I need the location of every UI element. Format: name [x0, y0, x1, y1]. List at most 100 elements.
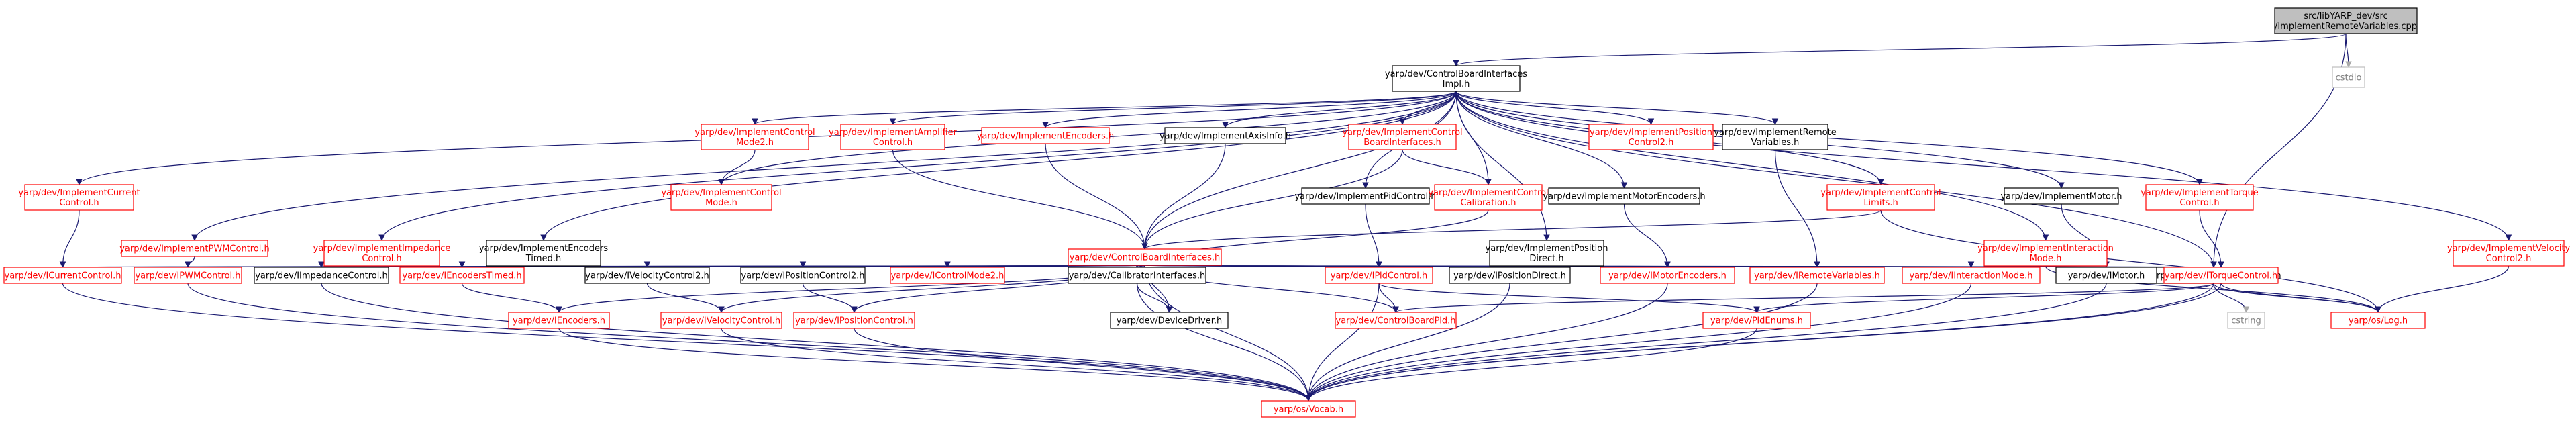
- node-label: yarp/dev/ImplementPidControl.h: [1294, 192, 1436, 202]
- node-label: Control.h: [873, 138, 913, 148]
- edge-IImp-to-Vocab: [321, 283, 1312, 402]
- edge-cbii-to-cbh: [1455, 91, 2217, 268]
- edge-cbii-to-ivel2: [1455, 91, 2512, 241]
- node-calibrator-interfaces[interactable]: yarp/dev/CalibratorInterfaces.h: [1068, 267, 1206, 284]
- node-i-position-control2[interactable]: yarp/dev/IPositionControl2.h: [740, 267, 866, 284]
- edge-cbh-to-CBPid: [1392, 283, 2214, 313]
- node-i-motor-encoders[interactable]: yarp/dev/IMotorEncoders.h: [1600, 267, 1735, 284]
- node-label: yarp/dev/ImplementRemote: [1714, 128, 1836, 138]
- edge-imenc-to-IMEnc: [1623, 203, 1671, 268]
- edge-cbii-to-ipwm: [191, 91, 1457, 241]
- node-i-remote-variables[interactable]: yarp/dev/IRemoteVariables.h: [1749, 267, 1885, 284]
- node-label: Mode.h: [2030, 254, 2062, 264]
- edge-root-to-cbh: [2210, 33, 2347, 268]
- node-i-control-mode2[interactable]: yarp/dev/IControlMode2.h: [890, 267, 1005, 284]
- node-label: Control.h: [2179, 198, 2219, 208]
- node-label: yarp/dev/IPositionControl2.h: [741, 271, 864, 281]
- node-i-position-direct[interactable]: yarp/dev/IPositionDirect.h: [1449, 267, 1571, 284]
- node-log[interactable]: yarp/os/Log.h: [2330, 312, 2426, 329]
- node-i-motor[interactable]: yarp/dev/IMotor.h: [2055, 267, 2157, 284]
- node-implement-motor[interactable]: yarp/dev/ImplementMotor.h: [2000, 187, 2122, 205]
- node-label: Mode2.h: [736, 138, 774, 148]
- edge-root-to-cbii: [1453, 33, 2347, 66]
- node-label: yarp/dev/IVelocityControl2.h: [585, 271, 709, 281]
- node-implement-axis-info[interactable]: yarp/dev/ImplementAxisInfo.h: [1160, 127, 1291, 144]
- edge-ivel2-to-Log: [2375, 265, 2510, 313]
- edge-cbii-to-iamp: [889, 91, 1457, 125]
- node-implement-motor-encoders[interactable]: yarp/dev/ImplementMotorEncoders.h: [1543, 187, 1706, 205]
- edge-icur-to-ICur: [59, 209, 80, 268]
- node-vocab[interactable]: yarp/os/Vocab.h: [1261, 400, 1356, 418]
- node-label: yarp/dev/IImpedanceControl.h: [255, 271, 388, 281]
- edge-IEnc-to-Vocab: [558, 328, 1312, 402]
- node-cstdio: cstdio: [2332, 66, 2365, 88]
- node-implement-remote-variables[interactable]: yarp/dev/ImplementRemoteVariables.h: [1714, 124, 1837, 150]
- node-implement-control-board-interfaces[interactable]: yarp/dev/ImplementControlBoardInterfaces…: [1342, 124, 1463, 150]
- edge-PidE-to-Vocab: [1305, 328, 1757, 402]
- node-control-board-interfaces[interactable]: yarp/dev/ControlBoardInterfaces.h: [1068, 248, 1222, 266]
- node-label: yarp/dev/ImplementMotor.h: [2000, 192, 2122, 202]
- edge-root-to-cstdio: [2345, 33, 2352, 68]
- edge-iamp-to-cbi: [892, 149, 1148, 250]
- node-label: yarp/dev/ImplementVelocity: [2447, 244, 2571, 254]
- node-implement-pid-control[interactable]: yarp/dev/ImplementPidControl.h: [1294, 187, 1437, 205]
- node-label: yarp/dev/DeviceDriver.h: [1117, 316, 1223, 326]
- node-i-encoders-timed[interactable]: yarp/dev/IEncodersTimed.h: [399, 267, 525, 284]
- node-label: yarp/dev/ImplementEncoders: [479, 244, 608, 254]
- edge-cbii-to-ipos2: [1455, 91, 1655, 125]
- node-label: Mode.h: [705, 198, 737, 208]
- node-label: Timed.h: [525, 254, 561, 264]
- node-label: yarp/dev/ImplementControl: [661, 188, 781, 198]
- edge-IMot-to-Vocab: [1305, 283, 2107, 402]
- node-pid-enums[interactable]: yarp/dev/PidEnums.h: [1702, 312, 1811, 329]
- edge-IPid-to-Vocab: [1305, 283, 1380, 402]
- edge-icbi-to-cbi: [1141, 149, 1403, 250]
- node-control-board-pid[interactable]: yarp/dev/ControlBoardPid.h: [1335, 312, 1457, 329]
- edge-CalI-to-Vocab: [1136, 283, 1312, 402]
- node-label: yarp/dev/IMotorEncoders.h: [1608, 271, 1727, 281]
- node-label: yarp/dev/IEncoders.h: [513, 316, 605, 326]
- node-i-velocity-control[interactable]: yarp/dev/IVelocityControl.h: [660, 312, 782, 329]
- node-i-pwm-control[interactable]: yarp/dev/IPWMControl.h: [134, 267, 242, 284]
- node-label: yarp/dev/IPWMControl.h: [135, 271, 240, 281]
- edge-IVel-to-Vocab: [721, 328, 1312, 402]
- node-i-interaction-mode[interactable]: yarp/dev/IInteractionMode.h: [1902, 267, 2041, 284]
- node-i-position-control[interactable]: yarp/dev/IPositionControl.h: [793, 312, 915, 329]
- edge-icbi-to-ical: [1402, 149, 1492, 185]
- edge-CalI-to-DevD: [1136, 283, 1173, 313]
- node-label: yarp/dev/IPidControl.h: [1331, 271, 1428, 281]
- node-label: cstring: [2231, 316, 2261, 326]
- node-label: yarp/dev/ImplementPosition: [1486, 244, 1608, 254]
- edge-irv-to-IRV: [1774, 149, 1820, 268]
- edge-cbii-to-iaxis: [1222, 91, 1457, 128]
- edge-cbii-to-imenc: [1455, 91, 1628, 189]
- node-i-velocity-control2[interactable]: yarp/dev/IVelocityControl2.h: [584, 267, 710, 284]
- edge-cbii-to-iint: [1455, 91, 2049, 241]
- node-i-encoders[interactable]: yarp/dev/IEncoders.h: [508, 312, 610, 329]
- node-implement-encoders[interactable]: yarp/dev/ImplementEncoders.h: [977, 127, 1115, 144]
- node-i-current-control[interactable]: yarp/dev/ICurrentControl.h: [3, 267, 122, 284]
- edge-IPid-to-PidE: [1378, 283, 1760, 313]
- node-device-driver[interactable]: yarp/dev/DeviceDriver.h: [1110, 312, 1229, 329]
- node-i-torque-control[interactable]: yarp/dev/ITorqueControl.h: [2163, 267, 2279, 284]
- node-i-pid-control[interactable]: yarp/dev/IPidControl.h: [1325, 267, 1433, 284]
- node-implement-pwm-control[interactable]: yarp/dev/ImplementPWMControl.h: [119, 240, 270, 257]
- node-i-impedance-control[interactable]: yarp/dev/IImpedanceControl.h: [254, 267, 389, 284]
- node-label: Limits.h: [1863, 198, 1898, 208]
- edge-cbh-to-Log: [2213, 283, 2381, 313]
